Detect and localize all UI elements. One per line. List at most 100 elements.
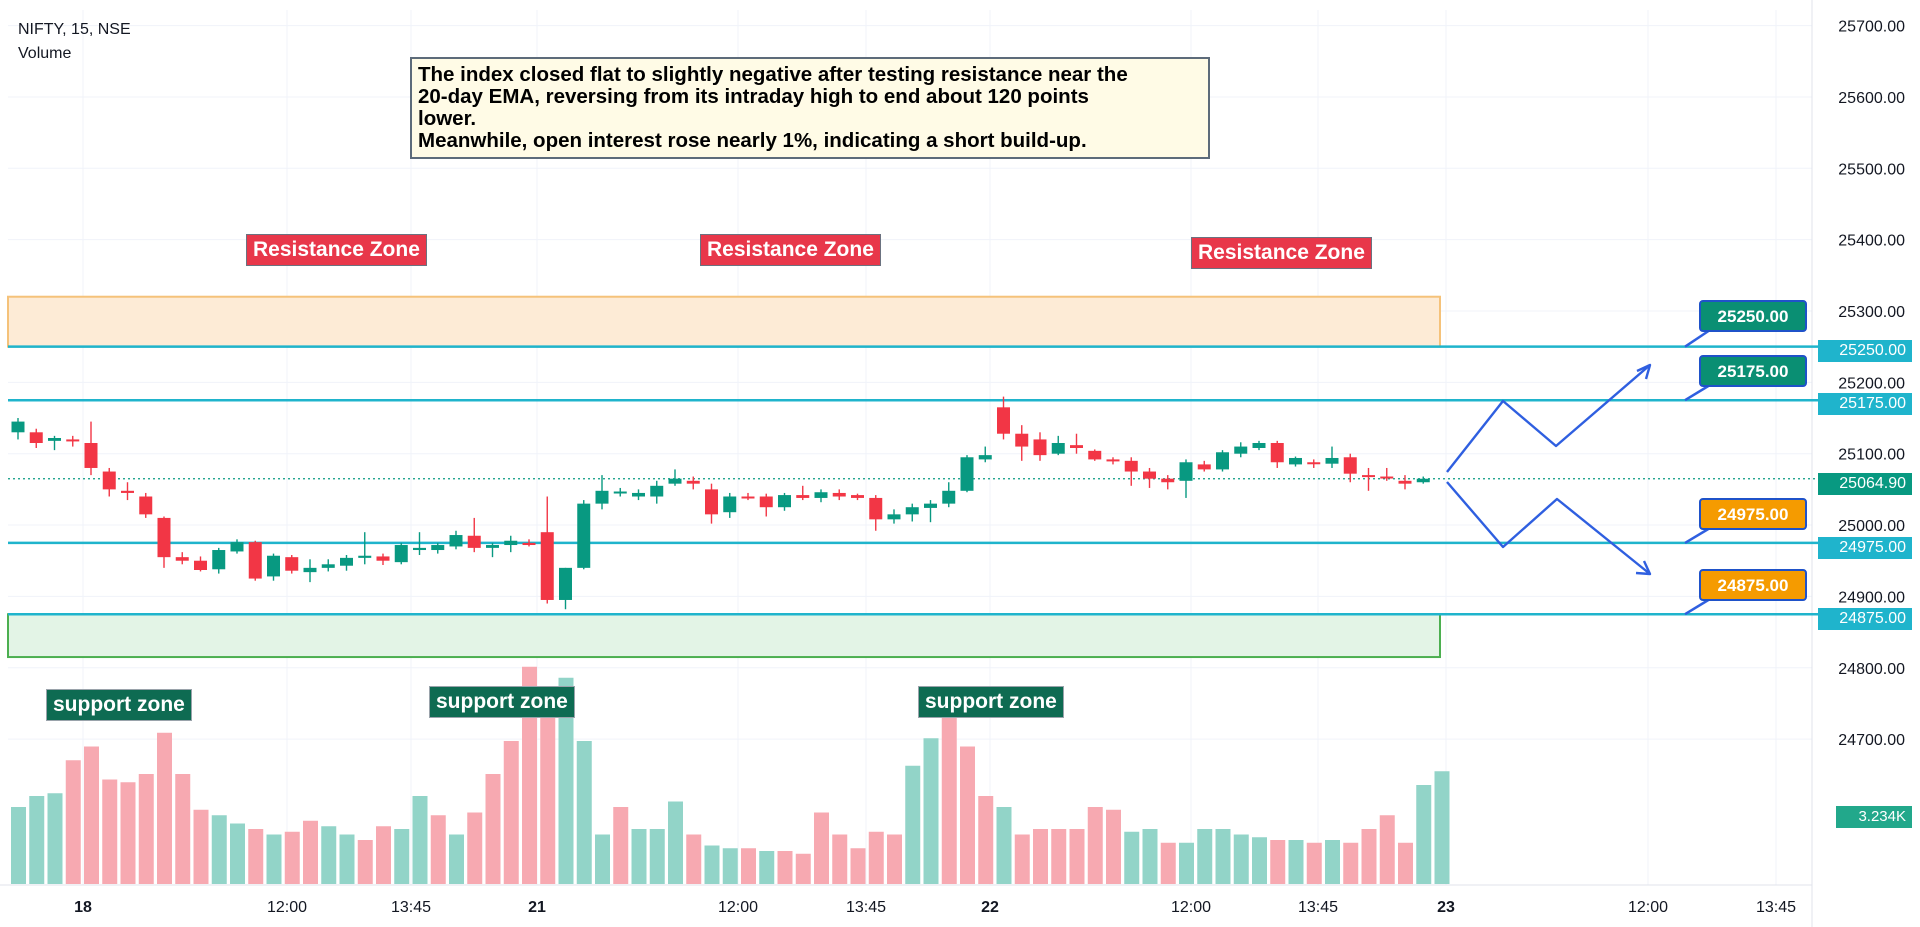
candle-body <box>1124 460 1138 472</box>
volume-bar <box>65 760 81 884</box>
candle-body <box>467 535 481 548</box>
volume-bar <box>138 774 154 884</box>
volume-bar <box>595 834 610 884</box>
candle-body <box>577 503 591 568</box>
last-price-tag: 25064.90 <box>1818 473 1912 495</box>
volume-bar <box>1379 815 1395 884</box>
volume-bar <box>1087 807 1103 884</box>
volume-bar <box>467 812 483 884</box>
volume-bar <box>1160 842 1176 884</box>
price-axis-label: 25100.00 <box>1838 447 1905 464</box>
volume-bars <box>11 666 1450 884</box>
volume-bar <box>850 848 866 884</box>
candle-body <box>157 517 171 558</box>
volume-bar <box>668 801 683 884</box>
price-callout[interactable]: 25175.00 <box>1699 355 1807 387</box>
price-callout[interactable]: 24875.00 <box>1699 569 1807 601</box>
volume-bar <box>1197 829 1213 884</box>
volume-bar <box>887 834 902 884</box>
candle-body <box>851 495 864 498</box>
support-zone-label: support zone <box>46 689 192 721</box>
candle-body <box>139 496 153 515</box>
volume-bar <box>357 840 373 884</box>
candle-body <box>650 485 664 497</box>
volume-bar <box>1033 829 1048 884</box>
candle-body <box>84 442 98 468</box>
volume-bar <box>722 848 738 884</box>
candle-body <box>960 457 974 491</box>
candle-body <box>1033 439 1047 456</box>
volume-bar <box>1325 840 1340 884</box>
volume-bar <box>1051 829 1067 884</box>
resistance-zone-label: Resistance Zone <box>1191 237 1372 269</box>
volume-bar <box>230 823 245 884</box>
volume-bar <box>102 779 118 884</box>
volume-bar <box>321 826 337 884</box>
callout-pointer <box>1684 328 1711 348</box>
candle-body <box>1343 457 1357 474</box>
volume-bar <box>1416 785 1432 884</box>
candle-body <box>1270 442 1284 463</box>
volume-bar <box>923 738 939 884</box>
volume-bar <box>29 796 45 884</box>
candle-body <box>230 542 244 552</box>
volume-bar <box>175 774 191 884</box>
note-line: The index closed flat to slightly negati… <box>418 63 1128 86</box>
candle-body <box>212 550 226 570</box>
time-axis-label: 12:00 <box>267 899 307 916</box>
candle-body <box>686 480 700 484</box>
projection-path-down <box>1446 481 1651 575</box>
volume-bar <box>686 834 702 884</box>
candle-body <box>942 490 956 504</box>
symbol-title[interactable]: NIFTY, 15, NSE <box>18 21 131 38</box>
candle-body <box>759 496 773 508</box>
time-axis-label: 21 <box>528 899 546 916</box>
note-line: lower. <box>418 107 477 130</box>
volume-bar <box>11 807 26 884</box>
candle-body <box>175 557 189 561</box>
candle-body <box>248 542 262 579</box>
candle-body <box>1179 462 1193 481</box>
candle-body <box>394 545 408 563</box>
volume-indicator-label[interactable]: Volume <box>18 45 72 62</box>
price-callout[interactable]: 24975.00 <box>1699 498 1807 530</box>
candle-body <box>1252 442 1266 448</box>
price-axis-label: 25400.00 <box>1838 233 1905 250</box>
volume-bar <box>503 741 519 884</box>
candle-body <box>723 496 737 513</box>
candle-body <box>887 514 901 520</box>
candle-body <box>194 560 207 571</box>
candle-body <box>832 492 846 497</box>
volume-bar <box>449 834 464 884</box>
candle-body <box>1051 442 1065 454</box>
price-axis-label: 24900.00 <box>1838 589 1905 606</box>
level-price-tag: 25175.00 <box>1818 393 1912 415</box>
candle-body <box>613 491 627 494</box>
volume-bar <box>1343 842 1359 884</box>
candle-body <box>1197 464 1211 470</box>
annotation-note: The index closed flat to slightly negati… <box>410 57 1210 159</box>
candle-body <box>905 507 919 515</box>
candle-body <box>321 564 335 568</box>
price-axis[interactable]: 25700.00 25600.00 25500.00 25400.00 25300.00… <box>1838 19 1905 750</box>
candle-body <box>303 567 317 573</box>
volume-bar <box>1124 831 1140 884</box>
volume-bar <box>1215 829 1231 884</box>
candle-body <box>66 439 80 442</box>
volume-bar <box>996 807 1012 884</box>
callout-pointer <box>1684 383 1711 402</box>
candle-body <box>1070 445 1083 448</box>
candle-body <box>48 438 61 441</box>
candle-body <box>267 555 280 577</box>
price-callout[interactable]: 25250.00 <box>1699 300 1807 332</box>
candle-body <box>431 545 445 551</box>
symbol-legend[interactable]: NIFTY, 15, NSE Volume <box>18 18 131 66</box>
volume-bar <box>303 820 318 884</box>
candle-body <box>121 490 134 493</box>
volume-bar <box>120 782 136 884</box>
time-axis[interactable]: 18 12:00 13:45 21 12:00 13:45 22 12:00 13:45 23 12… <box>74 899 1796 916</box>
projection-arrows <box>1446 328 1711 616</box>
callout-pointer <box>1684 526 1711 544</box>
time-axis-label: 12:00 <box>1171 899 1211 916</box>
